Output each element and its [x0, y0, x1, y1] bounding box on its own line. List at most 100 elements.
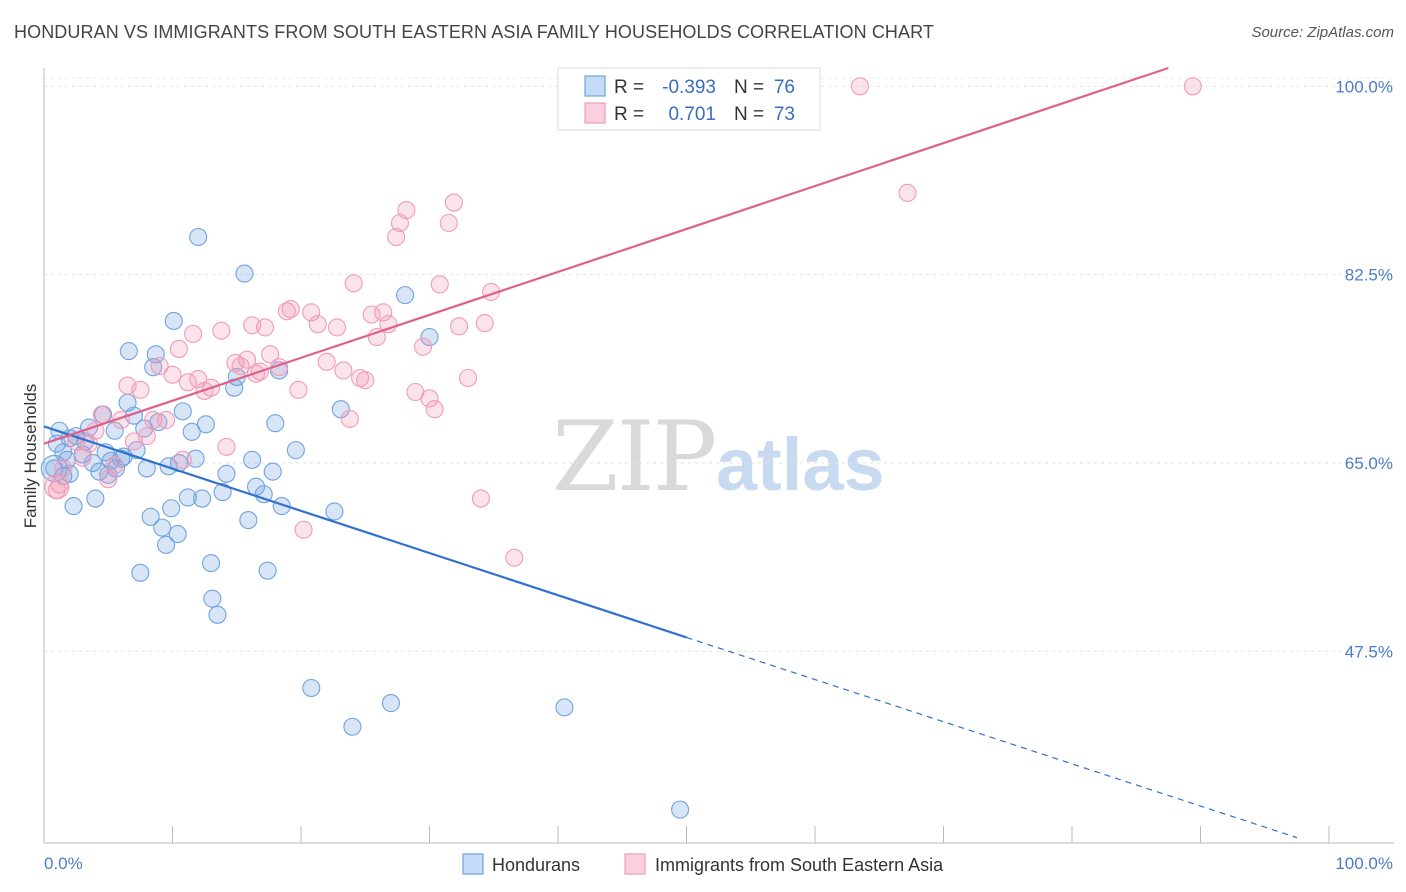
honduran-point-38: [182, 422, 201, 441]
legend-n-label-1: N =: [734, 77, 764, 98]
honduran-point-63: [343, 717, 362, 736]
honduran-point-51: [239, 511, 258, 530]
series-legend-label-hondurans: Hondurans: [492, 855, 580, 875]
immigrant-point-40: [302, 303, 321, 322]
immigrant-point-19: [173, 450, 192, 469]
immigrant-point-62: [444, 193, 463, 212]
immigrant-point-46: [344, 274, 363, 293]
x-ticks: [43, 826, 1330, 843]
immigrant-point-60: [430, 275, 449, 294]
honduran-point-65: [396, 286, 415, 305]
immigrant-point-57: [414, 337, 433, 356]
immigrant-point-22: [189, 370, 208, 389]
immigrant-point-43: [327, 318, 347, 337]
immigrant-point-58: [420, 389, 439, 408]
honduran-point-20: [119, 342, 138, 361]
immigrant-point-39: [294, 520, 313, 539]
series-legend-swatch-hondurans: [462, 853, 484, 875]
source-label: Source: ZipAtlas.com: [1251, 24, 1394, 41]
immigrant-point-53: [387, 227, 406, 247]
legend-r-label-2: R =: [614, 104, 644, 125]
honduran-point-62: [331, 400, 350, 419]
immigrant-point-16: [157, 410, 176, 430]
watermark: ZIP atlas: [552, 401, 885, 513]
honduran-point-10: [86, 489, 105, 508]
honduran-point-41: [193, 489, 212, 508]
immigrant-point-61: [439, 213, 458, 233]
immigrant-point-26: [217, 437, 236, 456]
honduran-point-45: [208, 605, 227, 624]
immigrant-point-13: [137, 427, 156, 446]
honduran-point-34: [164, 311, 183, 331]
honduran-point-26: [141, 507, 160, 526]
x-tick-label-min: 0.0%: [44, 854, 83, 873]
honduran-point-39: [186, 449, 205, 468]
immigrant-point-12: [131, 380, 150, 399]
honduran-point-68: [671, 800, 690, 819]
honduran-point-30: [153, 518, 172, 537]
honduran-point-50: [235, 264, 254, 283]
y-tick-label-3: 100.0%: [1335, 77, 1393, 96]
axes: [43, 68, 1394, 844]
immigrant-point-6: [92, 405, 111, 424]
immigrant-point-18: [169, 339, 188, 358]
immigrant-point-44: [334, 361, 353, 380]
honduran-point-73: [105, 421, 124, 440]
immigrant-point-70: [1183, 77, 1202, 96]
watermark-atlas: atlas: [716, 423, 885, 506]
honduran-point-5: [64, 497, 83, 516]
honduran-point-55: [258, 561, 277, 580]
immigrant-point-71: [898, 183, 917, 202]
legend-r-value-1: -0.393: [662, 77, 716, 98]
trend-lines: [43, 66, 1298, 839]
honduran-point-56: [263, 462, 282, 481]
immigrant-point-28: [231, 357, 250, 376]
honduran-point-31: [157, 535, 176, 554]
honduran-point-67: [555, 698, 574, 717]
legend-n-value-1: 76: [774, 77, 795, 98]
honduran-point-47: [217, 464, 236, 483]
immigrant-point-21: [184, 324, 203, 343]
immigrant-point-15: [150, 357, 169, 376]
immigrant-point-65: [471, 489, 490, 508]
y-tick-labels: 47.5% 65.0% 82.5% 100.0%: [1335, 77, 1393, 661]
legend-swatch-blue: [584, 75, 606, 97]
immigrant-point-52: [379, 315, 398, 334]
honduran-point-44: [203, 589, 222, 608]
hondurans-trend-extension: [686, 636, 1298, 839]
immigrant-point-45: [340, 409, 359, 428]
honduran-point-33: [162, 499, 181, 518]
immigrant-point-20: [178, 373, 197, 392]
legend-r-label-1: R =: [614, 77, 644, 98]
immigrant-point-63: [450, 317, 469, 336]
immigrant-point-49: [362, 305, 381, 324]
legend-swatch-pink: [584, 102, 606, 124]
y-tick-label-1: 65.0%: [1345, 454, 1393, 473]
series-legend: Hondurans Immigrants from South Eastern …: [462, 853, 944, 875]
immigrant-point-64: [458, 368, 478, 388]
immigrant-point-55: [397, 201, 416, 220]
legend-n-label-2: N =: [734, 104, 764, 125]
immigrant-point-51: [374, 303, 393, 322]
honduran-point-46: [213, 483, 232, 502]
honduran-point-66: [420, 328, 439, 347]
immigrant-point-27: [226, 353, 245, 372]
immigrant-point-66: [475, 314, 494, 333]
hondurans-trend-line: [43, 425, 687, 639]
immigrant-point-41: [308, 315, 327, 334]
honduran-point-64: [381, 694, 401, 713]
immigrant-point-38: [289, 380, 308, 399]
y-axis-label: Family Households: [21, 384, 40, 529]
immigrant-point-33: [255, 318, 275, 337]
honduran-point-23: [131, 563, 150, 582]
honduran-point-75: [272, 497, 291, 516]
honduran-point-43: [202, 554, 221, 573]
honduran-point-54: [254, 485, 273, 504]
legend-n-value-2: 73: [774, 104, 795, 125]
series-legend-label-immigrants: Immigrants from South Eastern Asia: [655, 855, 944, 875]
x-tick-label-max: 100.0%: [1335, 854, 1393, 873]
immigrant-point-68: [505, 548, 524, 567]
honduran-point-35: [168, 525, 187, 544]
legend-r-value-2: 0.701: [668, 104, 716, 125]
